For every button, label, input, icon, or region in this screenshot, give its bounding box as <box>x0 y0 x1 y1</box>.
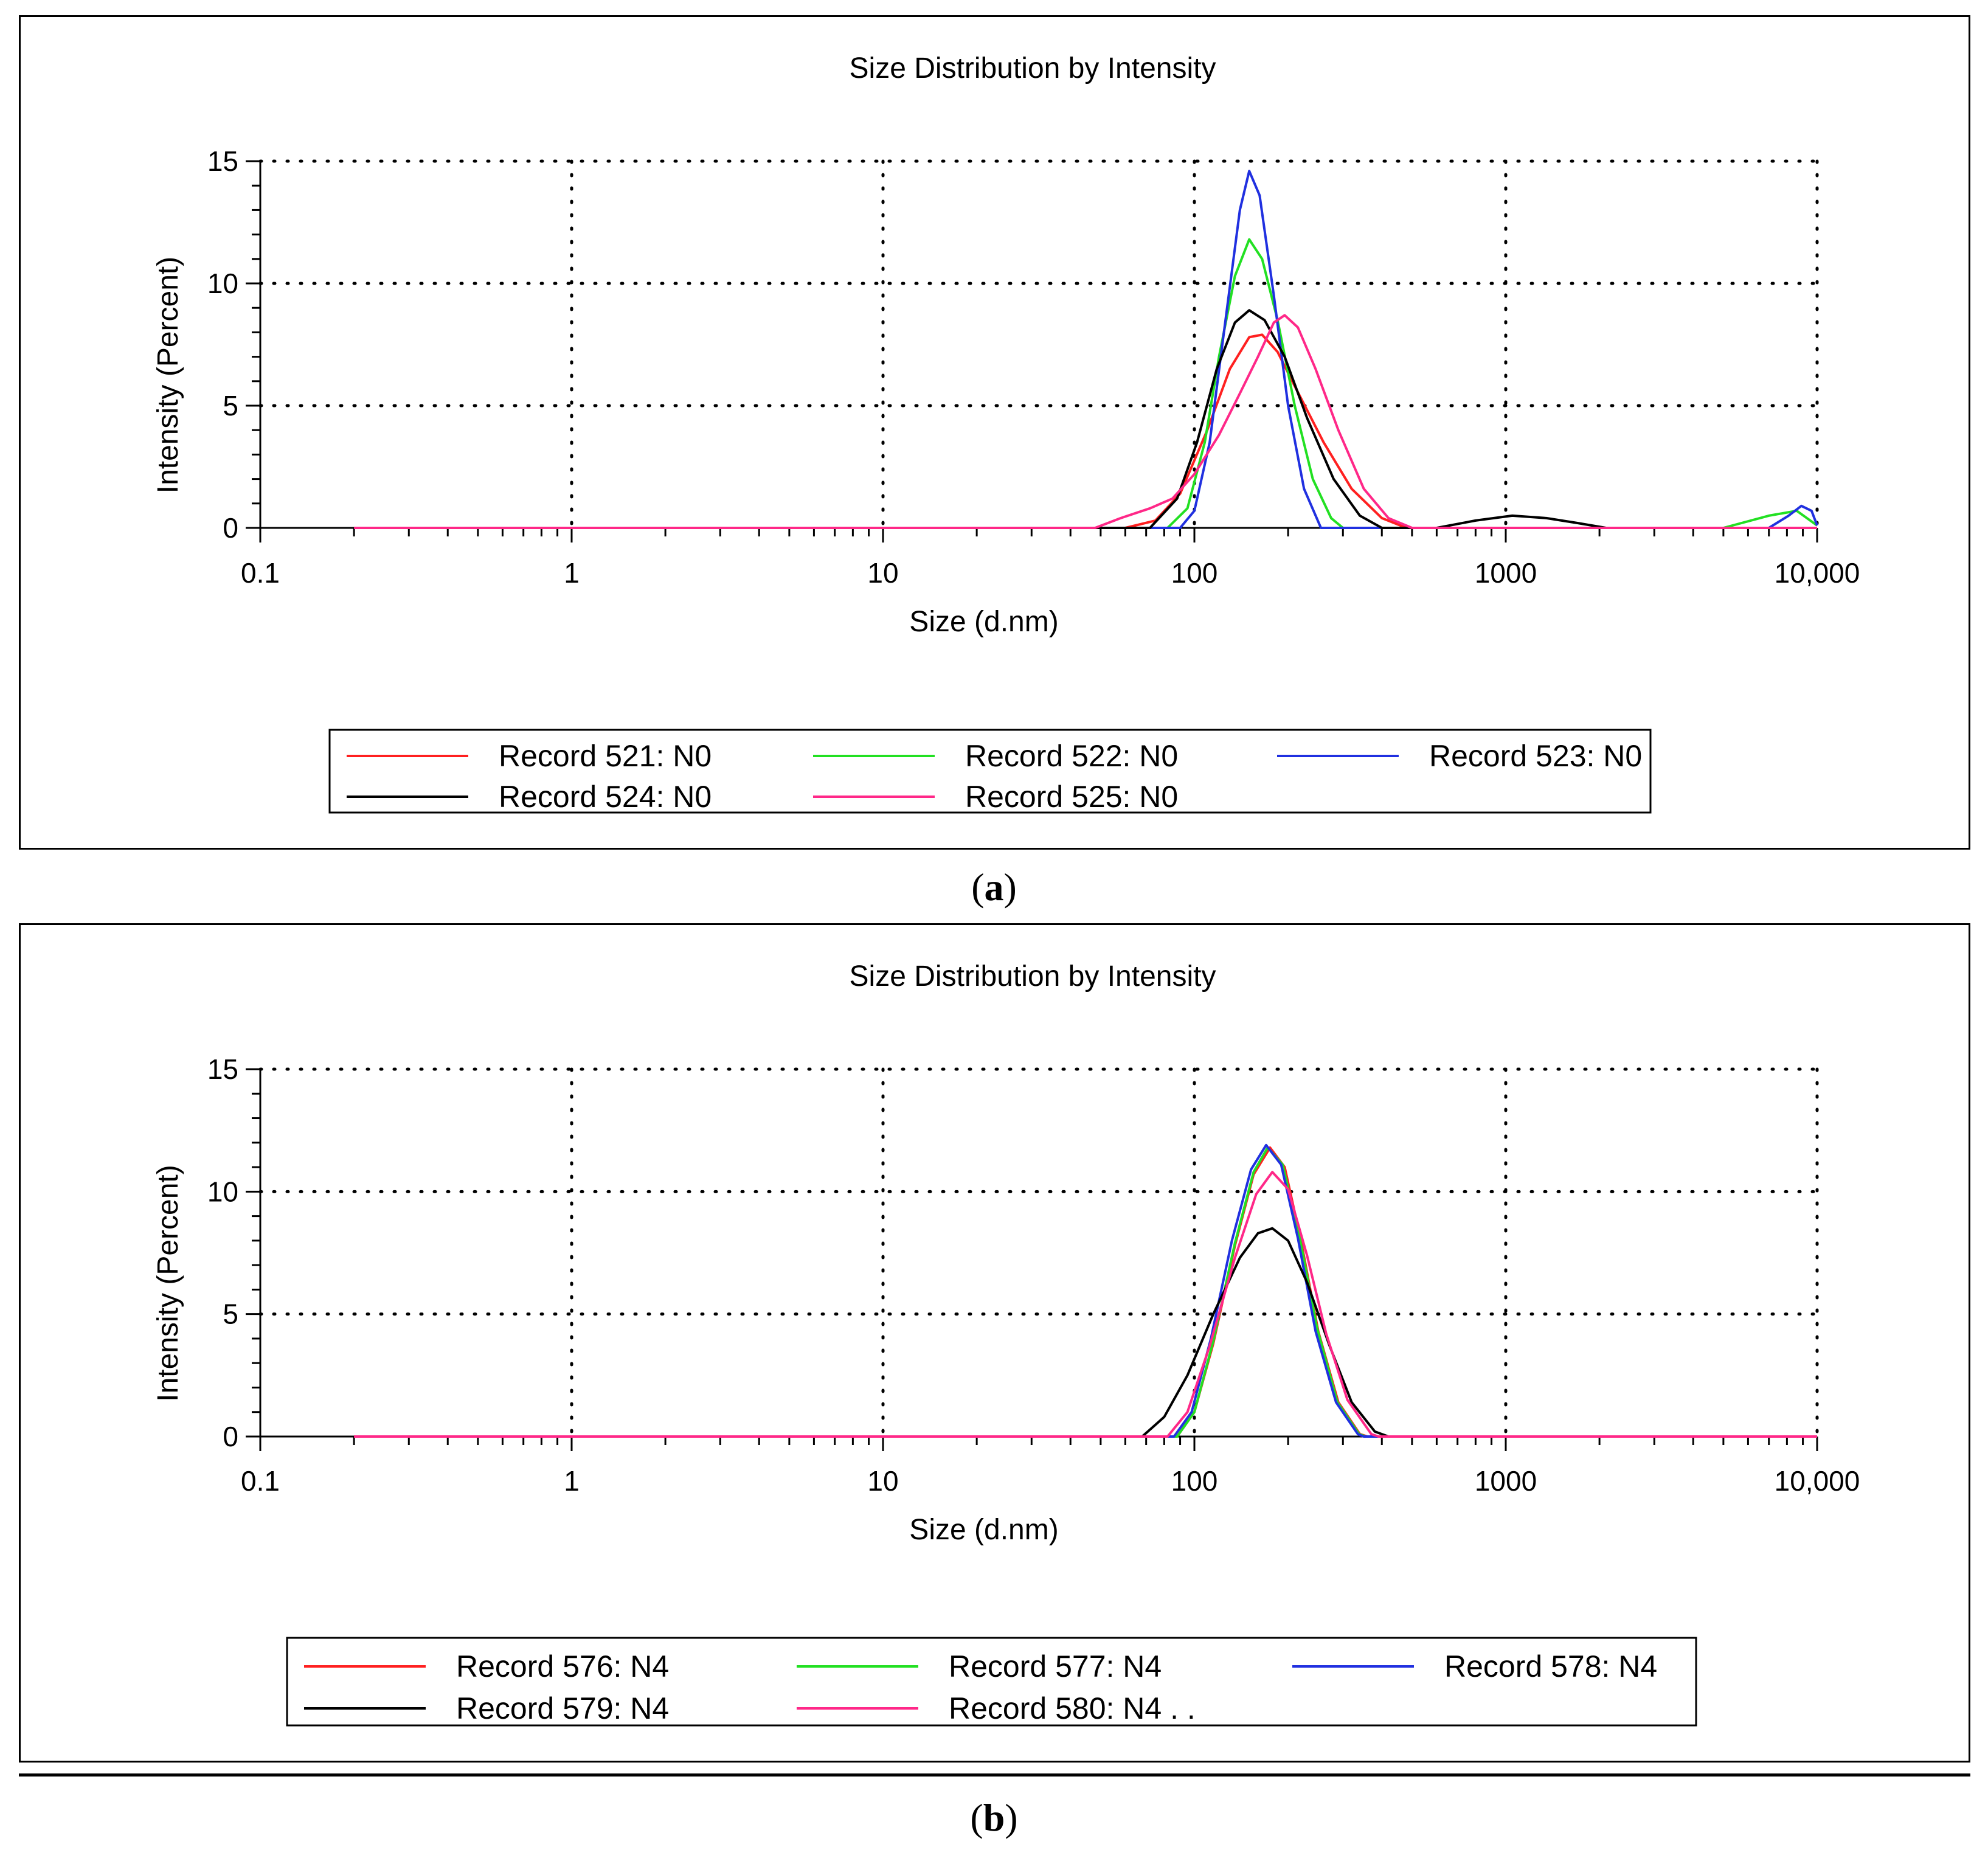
chart-a: Size Distribution by Intensity 0 5 10 15 0.1 1… <box>152 52 1860 814</box>
x-tick-label: 10 <box>867 1465 898 1497</box>
caption-a-letter: a <box>984 865 1004 909</box>
series-line-1 <box>354 333 1817 529</box>
chart-b: Size Distribution by Intensity 0 5 10 15 0.1 1… <box>152 960 1860 1727</box>
caption-a: (a) <box>971 865 1017 909</box>
figure-divider <box>19 1773 1970 1777</box>
y-tick-label: 10 <box>207 268 238 299</box>
caption-b-letter: b <box>983 1796 1005 1839</box>
y-tick-label: 0 <box>223 1421 238 1452</box>
x-tick-label: 100 <box>1171 557 1218 589</box>
chart-title: Size Distribution by Intensity <box>850 960 1216 993</box>
chart-panel-a: Size Distribution by Intensity 0 5 10 15 0.1 1… <box>19 15 1970 850</box>
series-line-4 <box>354 1227 1817 1438</box>
x-tick-label: 1000 <box>1475 1465 1537 1497</box>
y-tick-label: 15 <box>207 1053 238 1085</box>
legend-label: Record 521: N0 <box>499 739 712 773</box>
legend-label: Record 522: N0 <box>965 739 1178 773</box>
x-tick-label: 0.1 <box>241 1465 280 1497</box>
y-axis-label: Intensity (Percent) <box>152 1165 184 1401</box>
x-tick-label: 10,000 <box>1775 557 1860 589</box>
x-axis-label: Size (d.nm) <box>909 1514 1058 1546</box>
caption-b: (b) <box>970 1796 1018 1839</box>
x-tick-label: 0.1 <box>241 557 280 589</box>
legend-box <box>286 1637 1697 1727</box>
legend-box <box>328 729 1652 814</box>
series-line-3 <box>354 1143 1817 1438</box>
y-tick-label: 10 <box>207 1176 238 1207</box>
x-axis-label: Size (d.nm) <box>909 606 1058 638</box>
x-tick-label: 1 <box>564 557 580 589</box>
y-tick-label: 5 <box>223 390 238 421</box>
legend-label: Record 525: N0 <box>965 780 1178 814</box>
x-tick-label: 1000 <box>1475 557 1537 589</box>
series-line-3 <box>354 170 1818 529</box>
legend-label: Record 580: N4 . . <box>949 1691 1196 1725</box>
series-line-5 <box>354 1171 1817 1438</box>
x-tick-label: 10,000 <box>1775 1465 1860 1497</box>
legend-label: Record 523: N0 <box>1429 739 1642 773</box>
series-line-5 <box>354 314 1817 529</box>
x-tick-label: 10 <box>867 557 898 589</box>
y-tick-label: 15 <box>207 145 238 177</box>
y-tick-label: 5 <box>223 1298 238 1330</box>
chart-title: Size Distribution by Intensity <box>850 52 1216 85</box>
x-tick-label: 100 <box>1171 1465 1218 1497</box>
y-axis-label: Intensity (Percent) <box>152 257 184 493</box>
legend-label: Record 524: N0 <box>499 780 712 814</box>
y-tick-label: 0 <box>223 512 238 544</box>
chart-panel-b: Size Distribution by Intensity 0 5 10 15 0.1 1… <box>19 923 1970 1763</box>
x-tick-label: 1 <box>564 1465 580 1497</box>
legend-label: Record 578: N4 <box>1444 1649 1657 1683</box>
legend-label: Record 576: N4 <box>456 1649 669 1683</box>
legend-label: Record 579: N4 <box>456 1691 669 1725</box>
series-line-4 <box>354 309 1817 529</box>
legend-label: Record 577: N4 <box>949 1649 1162 1683</box>
